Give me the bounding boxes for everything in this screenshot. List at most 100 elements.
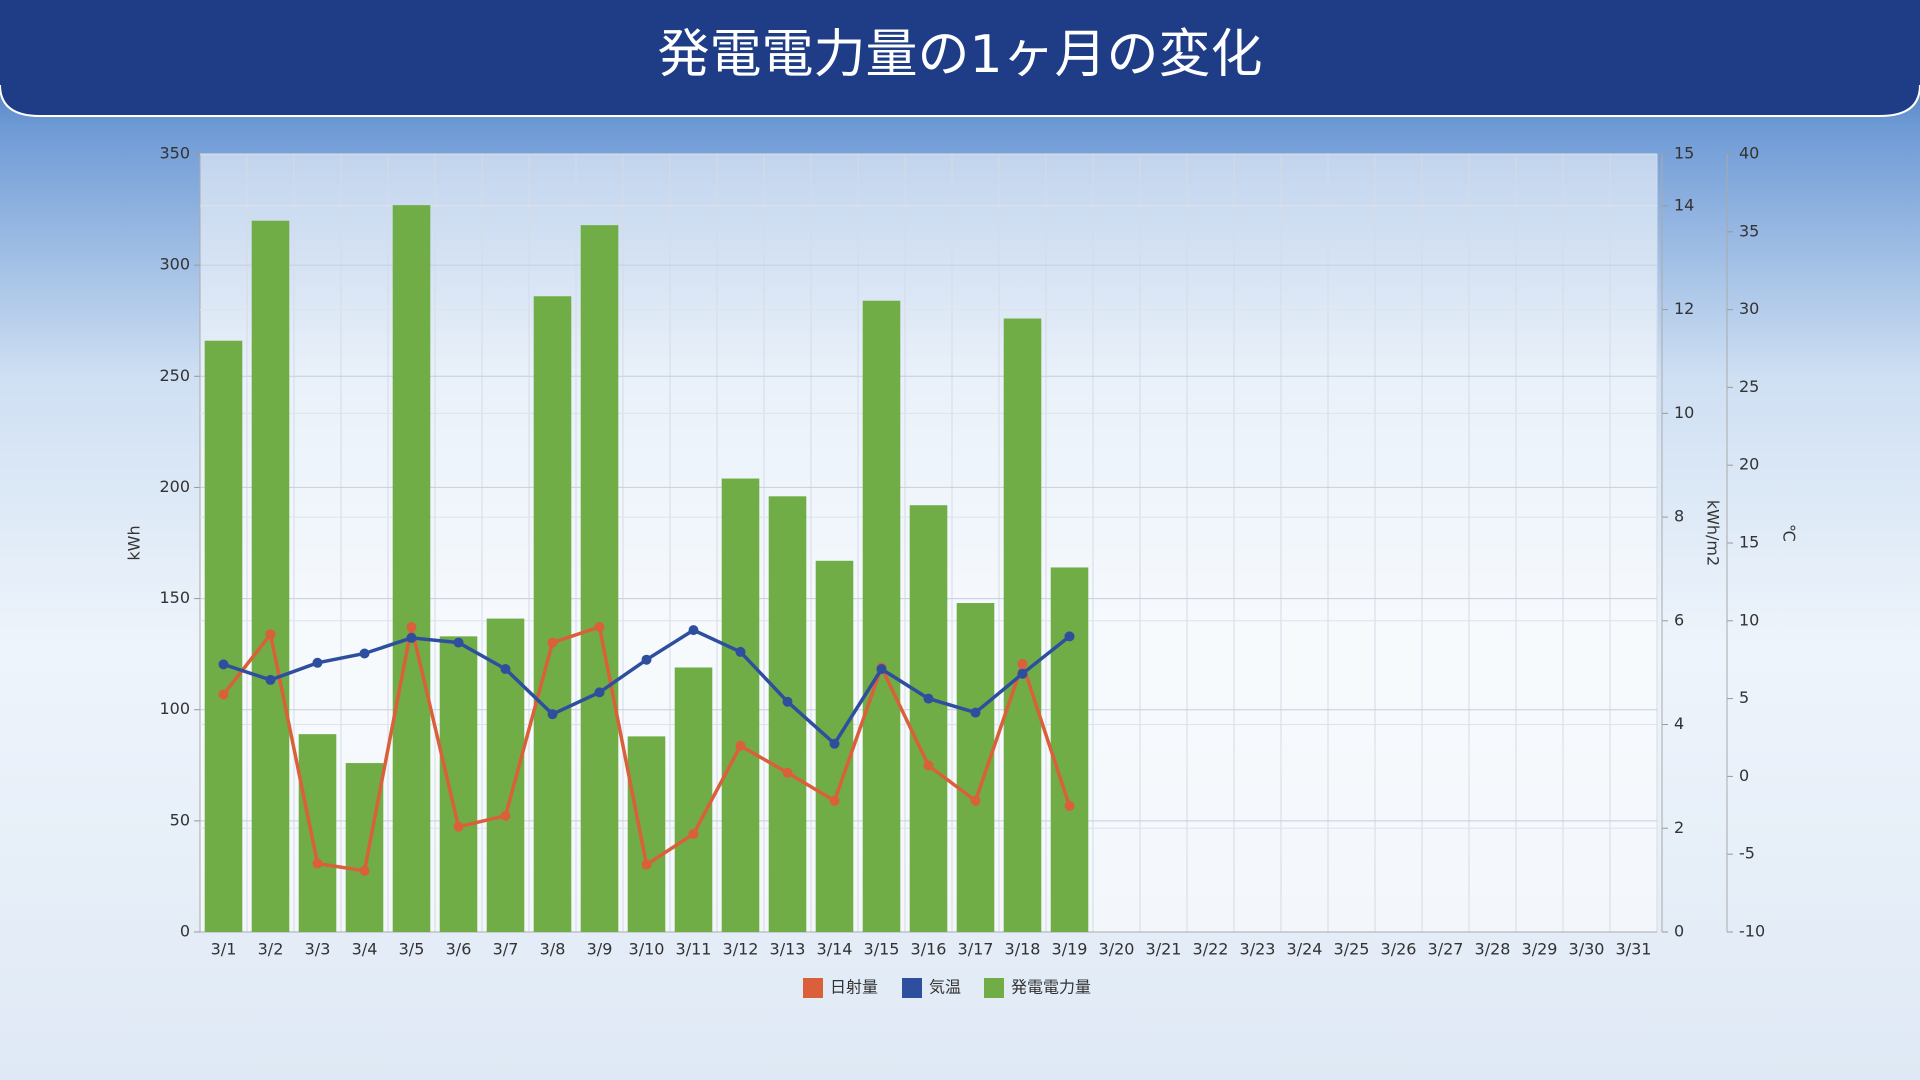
y2-tick-label: 4	[1674, 714, 1684, 733]
point	[265, 674, 276, 685]
point	[829, 795, 840, 806]
y3-tick-label: 10	[1739, 610, 1759, 629]
point	[923, 693, 934, 704]
x-tick-label: 3/14	[817, 940, 853, 959]
bar	[1050, 567, 1089, 932]
bar	[862, 300, 901, 932]
x-tick-label: 3/18	[1005, 940, 1041, 959]
y3-tick-label: -5	[1739, 844, 1755, 863]
chart-title: 発電電力量の1ヶ月の変化	[657, 25, 1262, 85]
y3-tick-label: 40	[1739, 144, 1759, 163]
point	[359, 865, 370, 876]
point	[876, 664, 887, 675]
x-tick-label: 3/26	[1381, 940, 1417, 959]
legend-label: 発電電力量	[1011, 978, 1091, 997]
point	[1064, 631, 1075, 642]
point	[265, 629, 276, 640]
point	[829, 738, 840, 749]
y-tick-label: 300	[159, 255, 190, 274]
y3-tick-label: 0	[1739, 766, 1749, 785]
point	[1017, 668, 1028, 679]
header-edge	[0, 84, 1920, 117]
x-tick-label: 3/28	[1475, 940, 1511, 959]
y2-tick-label: 2	[1674, 818, 1684, 837]
bar	[627, 736, 666, 932]
bar	[580, 225, 619, 933]
bar	[1003, 318, 1042, 932]
bar	[392, 205, 431, 932]
x-tick-label: 3/9	[587, 940, 613, 959]
x-tick-label: 3/3	[305, 940, 331, 959]
y3-tick-label: 25	[1739, 377, 1759, 396]
point	[970, 707, 981, 718]
point	[923, 760, 934, 771]
point	[312, 657, 323, 668]
y-tick-label: 150	[159, 588, 190, 607]
bar	[251, 220, 290, 932]
point	[641, 859, 652, 870]
bar	[674, 667, 713, 932]
x-tick-label: 3/31	[1616, 940, 1652, 959]
x-tick-label: 3/6	[446, 940, 472, 959]
header-band	[0, 0, 1920, 116]
y-tick-label: 100	[159, 699, 190, 718]
point	[782, 696, 793, 707]
x-tick-label: 3/1	[211, 940, 237, 959]
point	[735, 646, 746, 657]
point	[359, 648, 370, 659]
x-tick-label: 3/19	[1052, 940, 1088, 959]
y2-tick-label: 15	[1674, 144, 1694, 163]
point	[688, 828, 699, 839]
point	[782, 767, 793, 778]
legend-swatch	[803, 978, 823, 998]
x-tick-label: 3/8	[540, 940, 566, 959]
x-tick-label: 3/23	[1240, 940, 1276, 959]
x-tick-label: 3/12	[723, 940, 759, 959]
y-tick-label: 50	[170, 810, 190, 829]
point	[453, 637, 464, 648]
point	[500, 664, 511, 675]
point	[735, 740, 746, 751]
point	[688, 625, 699, 636]
point	[547, 637, 558, 648]
x-tick-label: 3/27	[1428, 940, 1464, 959]
y2-axis-label: kWh/m2	[1704, 500, 1723, 566]
y2-tick-label: 12	[1674, 299, 1694, 318]
x-tick-label: 3/2	[258, 940, 284, 959]
x-tick-label: 3/17	[958, 940, 994, 959]
legend-label: 気温	[929, 978, 961, 997]
y2-tick-label: 0	[1674, 922, 1684, 941]
y3-tick-label: 15	[1739, 533, 1759, 552]
bar	[298, 734, 337, 932]
point	[594, 622, 605, 633]
x-tick-label: 3/7	[493, 940, 519, 959]
y2-tick-label: 6	[1674, 610, 1684, 629]
y-tick-label: 200	[159, 477, 190, 496]
y2-tick-label: 10	[1674, 403, 1694, 422]
point	[1064, 800, 1075, 811]
point	[594, 687, 605, 698]
x-tick-label: 3/5	[399, 940, 425, 959]
point	[500, 810, 511, 821]
y-axis-label: kWh	[125, 525, 144, 560]
x-tick-label: 3/4	[352, 940, 378, 959]
y3-tick-label: 20	[1739, 455, 1759, 474]
point	[312, 858, 323, 869]
x-tick-label: 3/20	[1099, 940, 1135, 959]
point	[547, 709, 558, 720]
bar	[439, 636, 478, 932]
y3-tick-label: 35	[1739, 221, 1759, 240]
x-tick-label: 3/10	[629, 940, 665, 959]
x-tick-label: 3/30	[1569, 940, 1605, 959]
y-tick-label: 0	[180, 922, 190, 941]
point	[641, 654, 652, 665]
x-tick-label: 3/29	[1522, 940, 1558, 959]
bar	[345, 763, 384, 932]
point	[1017, 658, 1028, 669]
y3-tick-label: 30	[1739, 299, 1759, 318]
x-tick-label: 3/25	[1334, 940, 1370, 959]
bar	[909, 505, 948, 932]
point	[970, 795, 981, 806]
